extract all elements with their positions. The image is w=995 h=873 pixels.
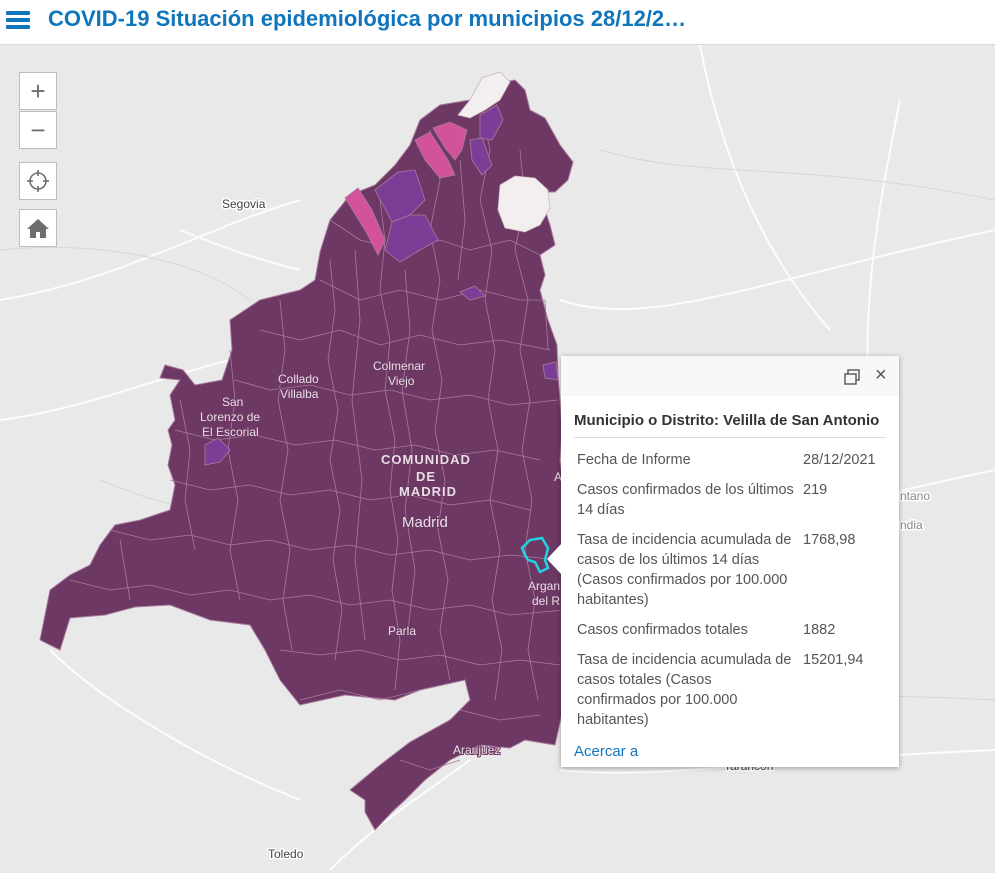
page-title: COVID-19 Situación epidemiológica por mu… [48,6,687,31]
close-icon[interactable]: × [875,364,887,386]
table-row: Fecha de Informe 28/12/2021 [572,448,890,478]
municipality-purple-b[interactable] [469,137,493,176]
attribute-label: Casos confirmados de los últimos 14 días [577,482,794,518]
municipality-boundaries [69,99,566,771]
label-parla: Parla [388,624,416,638]
label-sanlorenzo-line2: Lorenzo de [200,410,260,424]
municipality-light-north[interactable] [457,71,511,119]
municipality-light-east[interactable] [497,175,551,233]
app-header: COVID-19 Situación epidemiológica por mu… [0,0,995,45]
attribute-label: Tasa de incidencia acumulada de casos de… [577,532,792,608]
label-colmenar-line2: Viejo [388,374,415,388]
attribute-value: 1882 [803,622,836,638]
table-row: Tasa de incidencia acumulada de casos de… [572,528,890,618]
info-popup: × Municipio o Distrito: Velilla de San A… [547,356,899,767]
municipality-pink-c[interactable] [344,187,386,256]
popup-title: Municipio o Distrito: Velilla de San Ant… [574,412,880,429]
label-comunidad-line3: MADRID [399,484,457,499]
attribute-label: Casos confirmados totales [577,622,748,638]
municipality-pink-a[interactable] [432,121,468,161]
attribute-table: Fecha de Informe 28/12/2021 Casos confir… [572,448,890,738]
region-comunidad-de-madrid[interactable] [39,79,574,831]
label-collado-line1: Collado [278,372,319,386]
municipality-purple-g[interactable] [542,361,559,381]
label-arganda-line2: del R [532,594,560,608]
table-row: Tasa de incidencia acumulada de casos to… [572,648,890,738]
attribute-value: 15201,94 [803,652,864,668]
label-mondejar-line1: ntano [900,489,930,503]
home-icon [27,219,49,238]
label-sanlorenzo-line1: San [222,395,243,409]
table-row: Casos confirmados totales 1882 [572,618,890,648]
label-sanlorenzo-line3: El Escorial [202,425,259,439]
dock-icon[interactable] [843,368,861,386]
locate-button[interactable] [19,162,57,200]
municipality-purple-d[interactable] [384,214,439,263]
attribute-label: Tasa de incidencia acumulada de casos to… [577,652,792,728]
municipality-purple-a[interactable] [479,104,504,141]
crosshair-icon [27,170,49,192]
label-mondejar-line2: ndia [900,518,923,532]
label-madrid: Madrid [402,514,448,531]
zoom-out-button[interactable]: − [19,111,57,149]
popup-divider [574,437,886,438]
label-aranjuez: Aranjuez [453,743,500,757]
label-comunidad-line1: COMUNIDAD [381,452,471,467]
municipality-purple-f[interactable] [204,437,231,466]
label-collado-line2: Villalba [280,387,319,401]
zoom-in-button[interactable]: + [19,72,57,110]
municipality-purple-e[interactable] [459,285,486,301]
menu-icon[interactable] [6,9,32,31]
label-segovia: Segovia [222,197,266,211]
label-comunidad-line2: DE [416,469,436,484]
table-row: Casos confirmados de los últimos 14 días… [572,478,890,528]
popup-titlebar [561,356,899,396]
zoom-to-link[interactable]: Acercar a [574,743,639,760]
municipality-pink-b[interactable] [414,131,456,179]
attribute-value: 219 [803,482,828,498]
attribute-label: Fecha de Informe [577,452,691,468]
label-arganda-line1: Argan [528,579,560,593]
attribute-value: 28/12/2021 [803,452,876,468]
home-button[interactable] [19,209,57,247]
popup-pointer [547,543,562,575]
label-a-partial: A [554,470,562,484]
label-toledo: Toledo [268,847,304,861]
label-colmenar-line1: Colmenar [373,359,425,373]
attribute-value: 1768,98 [803,532,856,548]
